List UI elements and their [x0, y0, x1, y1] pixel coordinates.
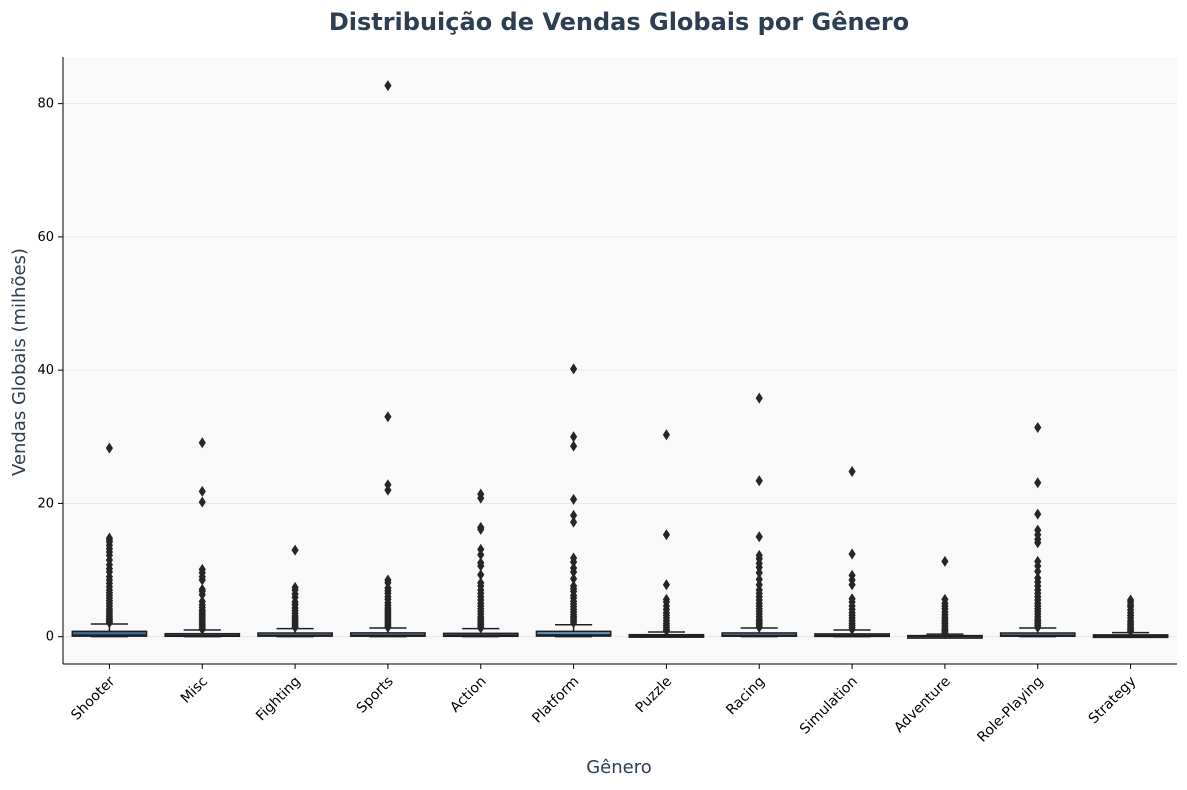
outlier-point — [1034, 477, 1042, 489]
box — [721, 632, 798, 637]
outlier-point — [477, 560, 485, 572]
outlier-point — [198, 496, 206, 508]
outlier-point — [1126, 625, 1135, 637]
outlier-point — [569, 566, 578, 578]
outlier-point — [848, 579, 856, 591]
outlier-point — [662, 625, 671, 637]
box-group-racing — [721, 392, 798, 638]
box-group-role-playing — [999, 421, 1076, 638]
outlier-point — [569, 363, 578, 375]
box-group-strategy — [1092, 594, 1169, 639]
boxes — [71, 80, 1169, 639]
y-tick-label: 40 — [37, 363, 54, 378]
box-group-simulation — [814, 465, 890, 638]
outlier-point — [105, 442, 114, 454]
outlier-point — [477, 549, 485, 561]
box-group-misc — [164, 437, 241, 638]
outlier-point — [105, 617, 114, 629]
box-group-shooter — [71, 442, 148, 638]
outlier-point — [198, 589, 206, 601]
outlier-point — [662, 429, 671, 441]
outlier-point — [477, 523, 485, 535]
box-group-action — [442, 488, 519, 638]
box — [999, 632, 1076, 637]
x-tick-label: Shooter — [68, 673, 118, 723]
outlier-point — [755, 567, 763, 579]
x-tick-label: Strategy — [1086, 674, 1140, 728]
y-axis-label: Vendas Globais (milhões) — [9, 248, 30, 476]
x-tick-label: Simulation — [797, 674, 861, 738]
x-tick-label: Action — [447, 674, 489, 716]
outlier-point — [941, 555, 949, 567]
x-tick-label: Misc — [178, 674, 211, 707]
outlier-point — [569, 509, 578, 521]
outlier-point — [569, 440, 578, 452]
outlier-point — [198, 623, 206, 635]
chart-title: Distribuição de Vendas Globais por Gêner… — [329, 8, 909, 36]
x-tick-label: Role-Playing — [974, 674, 1046, 746]
outlier-point — [477, 622, 485, 634]
outlier-point — [1034, 537, 1042, 549]
outlier-point — [198, 485, 206, 497]
x-tick-label: Fighting — [253, 674, 304, 725]
outlier-point — [569, 556, 578, 568]
outlier-point — [755, 621, 763, 633]
outlier-point — [755, 475, 763, 487]
x-tick-label: Racing — [723, 674, 768, 719]
outlier-point — [1034, 565, 1042, 577]
outlier-point — [198, 437, 206, 449]
outlier-point — [569, 573, 578, 585]
box-group-platform — [535, 363, 612, 638]
outlier-point — [1034, 508, 1042, 520]
outlier-point — [384, 621, 392, 633]
outlier-point — [662, 529, 671, 541]
box-group-puzzle — [628, 429, 705, 638]
outlier-point — [384, 411, 392, 423]
outlier-point — [1034, 421, 1042, 433]
outlier-point — [755, 392, 763, 404]
outlier-point — [848, 623, 856, 635]
y-tick-label: 60 — [37, 230, 54, 245]
y-tick-label: 0 — [46, 630, 54, 645]
outlier-point — [941, 627, 949, 639]
outlier-point — [569, 516, 578, 528]
x-tick-label: Puzzle — [633, 674, 676, 717]
x-axis-label: Gênero — [586, 757, 652, 778]
outlier-point — [848, 465, 856, 477]
outlier-point — [1034, 621, 1042, 633]
outlier-point — [569, 493, 578, 505]
outlier-point — [477, 492, 485, 504]
x-tick-label: Platform — [529, 674, 582, 727]
outlier-point — [848, 548, 856, 560]
outlier-point — [477, 569, 485, 581]
y-tick-label: 20 — [37, 496, 54, 511]
box-group-adventure — [907, 555, 983, 639]
y-tick-label: 80 — [37, 97, 54, 112]
outlier-point — [198, 574, 206, 586]
box — [71, 630, 148, 637]
outlier-point — [662, 579, 671, 591]
outlier-point — [384, 80, 392, 92]
x-tick-label: Adventure — [891, 674, 954, 737]
outlier-point — [569, 431, 578, 443]
x-tick-label: Sports — [354, 674, 397, 717]
box — [535, 630, 612, 637]
box-group-sports — [350, 80, 426, 638]
outlier-point — [291, 621, 299, 633]
outlier-point — [291, 544, 299, 556]
outlier-point — [569, 617, 578, 629]
plot-area — [63, 57, 1177, 664]
outlier-point — [755, 531, 763, 543]
box-group-fighting — [257, 544, 333, 638]
outlier-point — [384, 484, 392, 496]
gridlines — [63, 103, 1177, 638]
